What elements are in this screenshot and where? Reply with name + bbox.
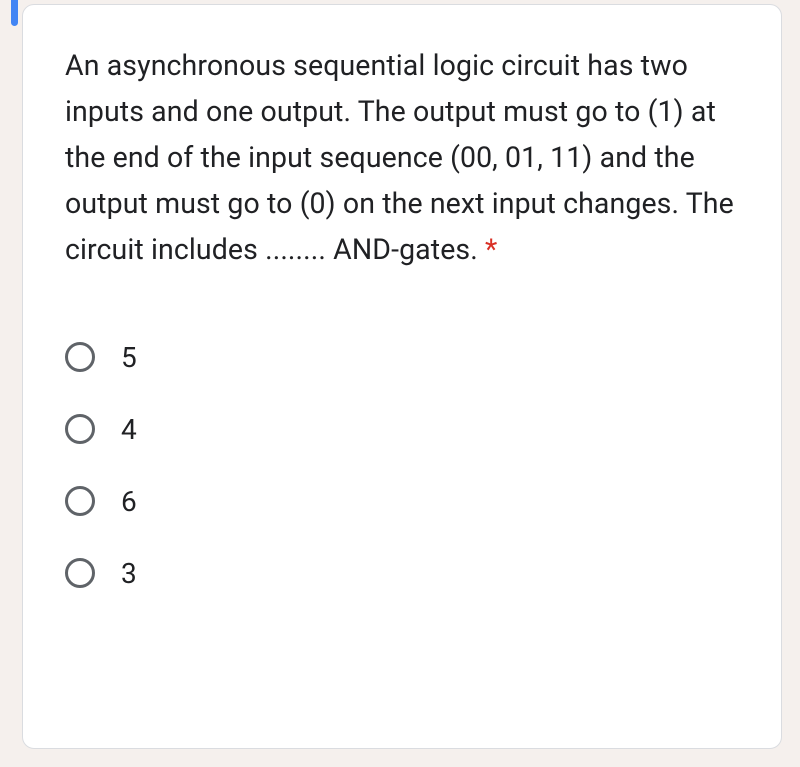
radio-icon[interactable] [65, 414, 95, 444]
option-label: 3 [121, 557, 137, 590]
radio-icon[interactable] [65, 342, 95, 372]
option-label: 5 [121, 341, 137, 374]
question-card: An asynchronous sequential logic circuit… [22, 4, 782, 749]
required-asterisk: * [478, 233, 498, 266]
option-row[interactable]: 5 [65, 321, 739, 393]
option-label: 4 [121, 413, 137, 446]
accent-bar [11, 0, 18, 26]
question-text: An asynchronous sequential logic circuit… [65, 43, 739, 273]
radio-icon[interactable] [65, 558, 95, 588]
question-body: An asynchronous sequential logic circuit… [65, 49, 734, 266]
option-label: 6 [121, 485, 137, 518]
page-root: An asynchronous sequential logic circuit… [0, 0, 800, 767]
option-row[interactable]: 4 [65, 393, 739, 465]
radio-icon[interactable] [65, 486, 95, 516]
option-row[interactable]: 3 [65, 537, 739, 609]
option-row[interactable]: 6 [65, 465, 739, 537]
options-group: 5 4 6 3 [65, 321, 739, 609]
